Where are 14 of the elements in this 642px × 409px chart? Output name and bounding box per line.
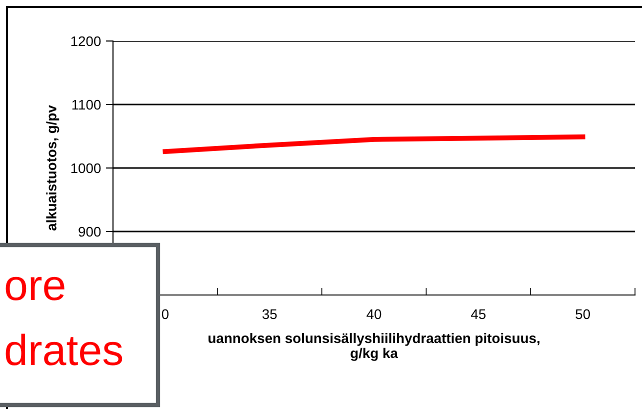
y-tick-label: 1200: [71, 36, 101, 46]
x-tick-label: 35: [262, 309, 277, 320]
y-axis-title: alkuaistuotos, g/pv: [46, 105, 60, 230]
x-tick-label: 45: [470, 309, 486, 320]
x-tick-label: 50: [576, 309, 590, 320]
text: ore: [6, 276, 64, 300]
x-tick-label: 0: [162, 309, 169, 320]
text: drates: [6, 334, 122, 366]
y-tick-label: 1000: [71, 163, 101, 174]
x-axis-title: uannoksen solunsisällyshiilihydraattien pitoisuus, g/kg ka: [208, 332, 540, 361]
y-tick-label: 1100: [72, 100, 101, 110]
y-tick-label: 900: [78, 226, 101, 237]
line-series: [162, 134, 586, 154]
x-tick-label: 40: [366, 309, 382, 320]
